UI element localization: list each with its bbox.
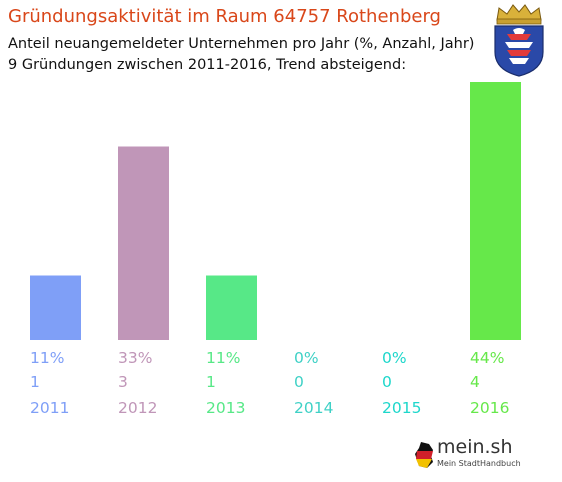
count-label-2013: 1 — [206, 373, 216, 391]
year-label-2013: 2013 — [206, 399, 245, 417]
logo-name: mein.sh — [437, 436, 513, 458]
bar-2013 — [206, 275, 257, 340]
count-label-2012: 3 — [118, 373, 128, 391]
bar-chart: 11%1201133%3201211%120130%020140%0201544… — [30, 82, 521, 417]
percent-label-2015: 0% — [382, 349, 407, 367]
logo-tagline: Mein StadtHandbuch — [437, 459, 521, 468]
bar-2012 — [118, 146, 169, 340]
chart-title: Gründungsaktivität im Raum 64757 Rothenb… — [8, 6, 441, 27]
bar-2011 — [30, 275, 81, 340]
bars-group — [30, 82, 521, 340]
year-label-2015: 2015 — [382, 399, 421, 417]
year-label-2014: 2014 — [294, 399, 333, 417]
count-label-2016: 4 — [470, 373, 480, 391]
subtitle-line-1: Anteil neuangemeldeter Unternehmen pro J… — [8, 36, 475, 52]
percent-label-2014: 0% — [294, 349, 319, 367]
year-label-2011: 2011 — [30, 399, 69, 417]
labels-group: 11%1201133%3201211%120130%020140%0201544… — [30, 349, 509, 417]
year-label-2012: 2012 — [118, 399, 157, 417]
subtitle-line-2: 9 Gründungen zwischen 2011-2016, Trend a… — [8, 57, 407, 73]
mein-sh-logo: mein.sh Mein StadtHandbuch — [413, 434, 525, 474]
percent-label-2011: 11% — [30, 349, 64, 367]
percent-label-2013: 11% — [206, 349, 240, 367]
percent-label-2012: 33% — [118, 349, 152, 367]
year-label-2016: 2016 — [470, 399, 509, 417]
count-label-2014: 0 — [294, 373, 304, 391]
bar-2016 — [470, 82, 521, 340]
count-label-2011: 1 — [30, 373, 40, 391]
germany-flag-icon — [415, 442, 433, 468]
percent-label-2016: 44% — [470, 349, 504, 367]
coat-of-arms-icon — [494, 4, 544, 77]
count-label-2015: 0 — [382, 373, 392, 391]
chart-subtitle: Anteil neuangemeldeter Unternehmen pro J… — [8, 34, 474, 76]
